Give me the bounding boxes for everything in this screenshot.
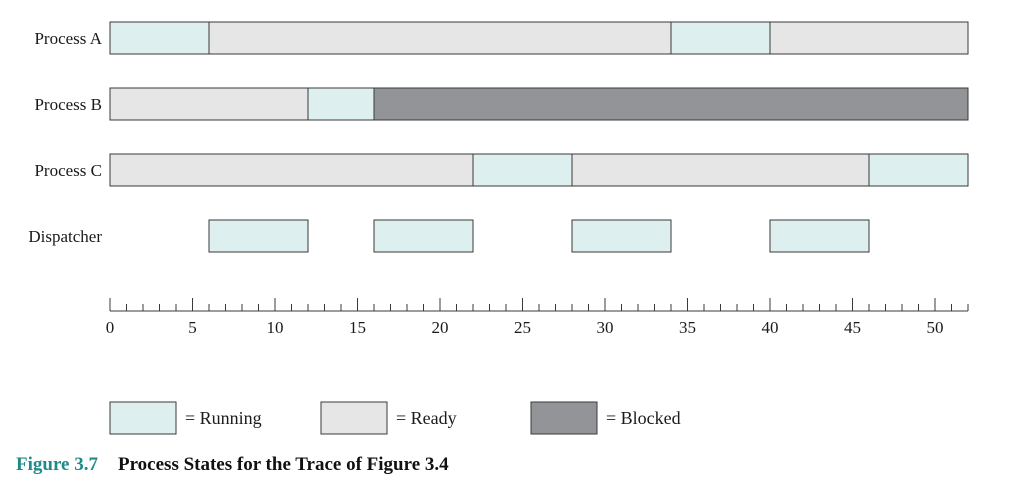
- tick-label: 25: [514, 318, 531, 337]
- legend-label: = Ready: [396, 408, 457, 428]
- legend-item-ready: = Ready: [320, 401, 457, 435]
- legend-swatch: [530, 401, 598, 435]
- running-segment: [868, 153, 969, 187]
- tick-label: 5: [188, 318, 197, 337]
- running-segment: [307, 87, 375, 121]
- tick-label: 20: [432, 318, 449, 337]
- tick-label: 15: [349, 318, 366, 337]
- tick-label: 10: [267, 318, 284, 337]
- ready-segment: [769, 21, 969, 55]
- tick-label: 0: [106, 318, 115, 337]
- tick-label: 50: [927, 318, 944, 337]
- running-segment: [373, 219, 474, 253]
- legend-label: = Running: [185, 408, 262, 428]
- legend-item-blocked: = Blocked: [530, 401, 681, 435]
- process-rows: Process A Process B Process C Dispatcher: [28, 21, 969, 253]
- ready-segment: [571, 153, 870, 187]
- tick-label: 40: [762, 318, 779, 337]
- figure-caption: Figure 3.7 Process States for the Trace o…: [16, 454, 449, 476]
- blocked-segment: [373, 87, 969, 121]
- legend-item-running: = Running: [109, 401, 262, 435]
- legend-swatch: [320, 401, 388, 435]
- row-dispatcher: Dispatcher: [28, 219, 870, 253]
- row-label: Process A: [34, 29, 102, 48]
- running-segment: [472, 153, 573, 187]
- legend-swatch: [109, 401, 177, 435]
- tick-label: 35: [679, 318, 696, 337]
- legend-label: = Blocked: [606, 408, 681, 428]
- row-label: Dispatcher: [28, 227, 102, 246]
- legend: = Running = Ready = Blocked: [109, 401, 681, 435]
- row-process-a: Process A: [34, 21, 969, 55]
- time-axis: 0 5 10 15 20 25 30 35 40 45 50: [106, 298, 969, 337]
- row-label: Process B: [34, 95, 102, 114]
- row-process-c: Process C: [34, 153, 969, 187]
- row-label: Process C: [34, 161, 102, 180]
- ready-segment: [109, 153, 474, 187]
- ready-segment: [208, 21, 672, 55]
- tick-label: 30: [597, 318, 614, 337]
- running-segment: [769, 219, 870, 253]
- ready-segment: [109, 87, 309, 121]
- figure-number: Figure 3.7: [16, 454, 98, 475]
- figure-title: Process States for the Trace of Figure 3…: [117, 454, 449, 475]
- row-process-b: Process B: [34, 87, 969, 121]
- running-segment: [208, 219, 309, 253]
- tick-label: 45: [844, 318, 861, 337]
- running-segment: [670, 21, 771, 55]
- running-segment: [109, 21, 210, 55]
- running-segment: [571, 219, 672, 253]
